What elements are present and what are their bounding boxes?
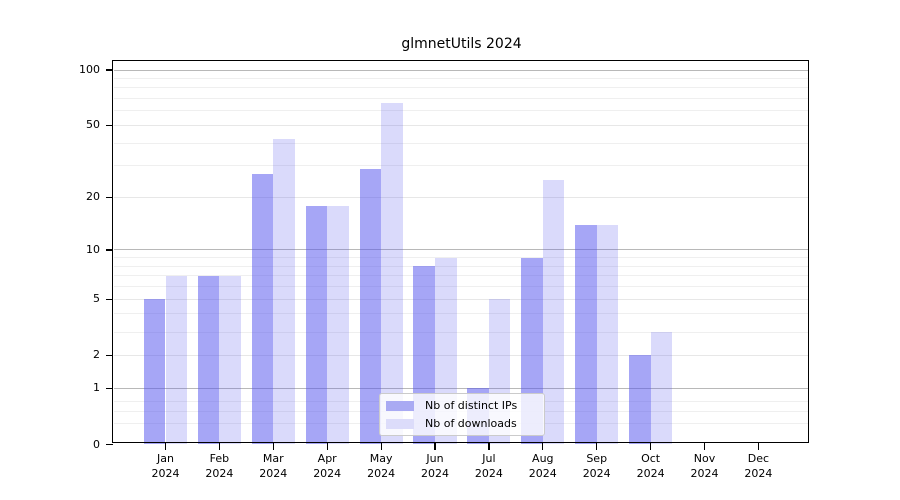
bar-mar-downloads [273,139,295,444]
x-tick-label-apr: Apr 2024 [313,452,342,480]
gridline [114,165,809,167]
y-tick-label: 100 [79,63,100,76]
gridline [114,69,809,71]
x-tick-mark [757,443,760,450]
bar-aug-downloads [542,180,565,444]
x-tick-mark [164,443,167,450]
y-tick-mark [106,354,113,357]
x-tick-mark [380,443,382,450]
gridline [114,249,809,251]
x-tick-mark [434,443,436,450]
gridline [114,124,809,126]
gridline [114,387,809,389]
y-tick-label: 5 [93,292,100,306]
gridline [114,313,809,315]
bar-sep-distinct-ips [575,224,597,444]
x-tick-label-sep: Sep 2024 [582,452,611,480]
gridline [114,257,809,259]
gridline [114,77,809,79]
y-tick-mark [106,443,113,446]
bar-may-distinct-ips [359,168,382,444]
x-tick-mark [542,443,544,450]
y-tick-mark [106,298,113,300]
gridline [114,110,809,112]
y-tick-mark [106,124,113,127]
bar-apr-distinct-ips [305,205,328,444]
gridline [114,331,809,333]
gridline [114,98,809,100]
bar-oct-downloads [650,332,673,444]
gridline [114,298,809,300]
bar-mar-distinct-ips [251,174,274,444]
x-tick-label-nov: Nov 2024 [690,452,719,480]
gridline [114,87,809,89]
y-tick-label: 2 [93,348,100,362]
bar-jan-downloads [165,275,188,444]
bar-jan-distinct-ips [143,299,166,444]
bar-may-downloads [381,103,403,444]
bar-apr-downloads [327,205,349,444]
y-tick-mark [106,196,113,199]
x-tick-mark [326,443,328,450]
legend-swatch-distinct-ips-icon [386,400,414,411]
bar-feb-downloads [219,275,241,444]
bar-sep-downloads [596,224,619,444]
legend-item-downloads: Nb of downloads [386,417,544,431]
x-tick-label-jul: Jul 2024 [474,452,503,480]
legend-swatch-downloads-icon [386,418,414,429]
x-tick-mark [272,443,274,450]
y-tick-label: 50 [86,118,100,132]
y-tick-mark [106,387,113,389]
gridline [114,142,809,144]
x-tick-label-may: May 2024 [367,452,396,480]
x-tick-label-aug: Aug 2024 [528,452,557,480]
x-tick-mark [703,443,706,450]
gridline [114,265,809,267]
gridline [114,286,809,288]
y-tick-label: 20 [86,190,100,204]
gridline [114,275,809,277]
y-tick-label: 1 [93,381,100,395]
gridline [114,354,809,356]
x-tick-label-oct: Oct 2024 [636,452,665,480]
legend: Nb of distinct IPs Nb of downloads [379,393,545,436]
x-tick-mark [596,443,598,450]
y-tick-label: 0 [93,437,100,451]
legend-item-distinct-ips: Nb of distinct IPs [386,399,544,413]
x-tick-mark [488,443,490,450]
bar-feb-distinct-ips [197,275,220,444]
x-tick-label-jan: Jan 2024 [151,452,180,480]
y-tick-label: 10 [86,242,100,256]
x-tick-mark [650,443,652,450]
x-tick-label-feb: Feb 2024 [205,452,234,480]
bar-oct-distinct-ips [629,355,651,444]
legend-label-distinct-ips: Nb of distinct IPs [425,398,518,412]
x-tick-mark [218,443,221,450]
x-tick-label-dec: Dec 2024 [744,452,773,480]
y-tick-mark [106,249,113,251]
chart-title: glmnetUtils 2024 [401,36,522,52]
x-tick-label-jun: Jun 2024 [421,452,449,480]
y-tick-mark [106,69,113,71]
legend-label-downloads: Nb of downloads [425,416,517,430]
gridline [114,196,809,198]
x-tick-label-mar: Mar 2024 [259,452,288,480]
plot-area-frame [112,60,809,443]
